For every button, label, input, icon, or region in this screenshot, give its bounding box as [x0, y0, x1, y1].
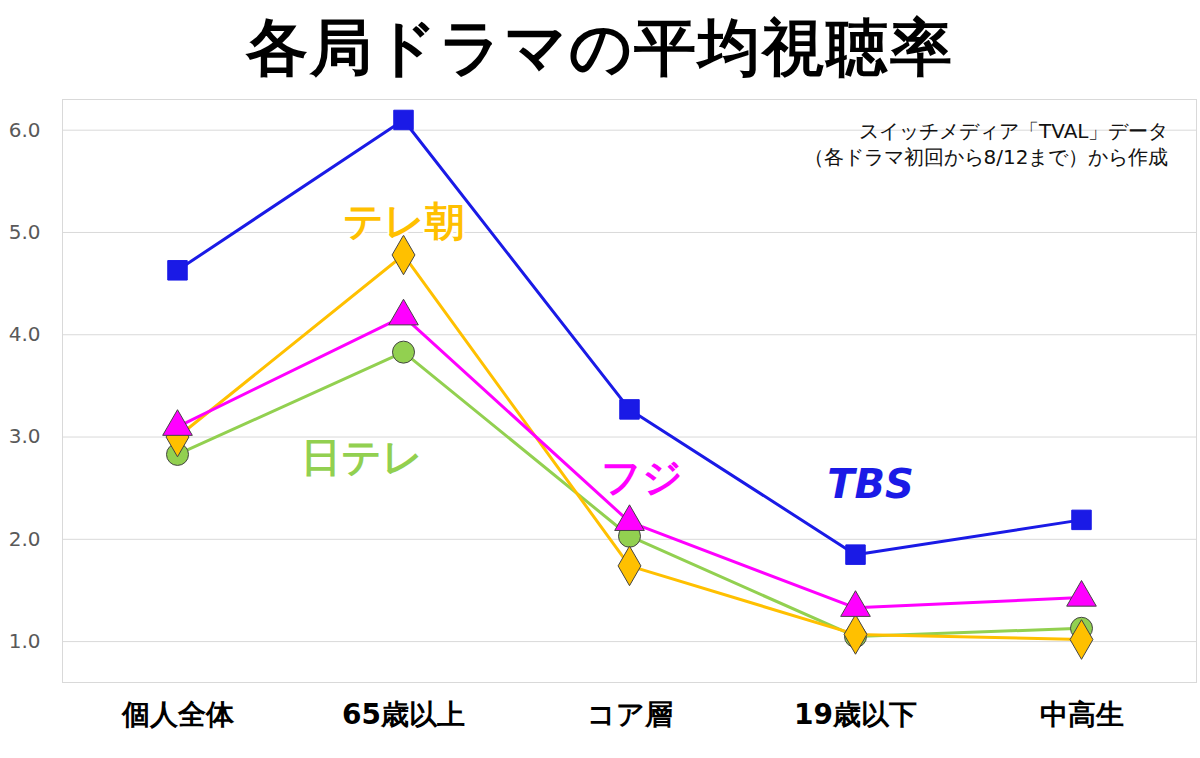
svg-text:個人全体: 個人全体 — [121, 698, 235, 731]
svg-text:フジ: フジ — [601, 454, 683, 500]
svg-text:1.0: 1.0 — [9, 629, 41, 653]
svg-text:TBS: TBS — [827, 461, 914, 507]
svg-text:5.0: 5.0 — [9, 220, 41, 244]
svg-text:2.0: 2.0 — [9, 527, 41, 551]
svg-text:4.0: 4.0 — [9, 322, 41, 346]
svg-text:コア層: コア層 — [587, 698, 673, 731]
svg-text:3.0: 3.0 — [9, 424, 41, 448]
svg-text:19歳以下: 19歳以下 — [794, 698, 917, 731]
svg-text:テレ朝: テレ朝 — [343, 198, 465, 244]
svg-text:日テレ: 日テレ — [301, 434, 423, 480]
html-text:各局ドラマの平均視聴率: 各局ドラマの平均視聴率 — [246, 11, 954, 84]
svg-text:スイッチメディア「TVAL」データ（各ドラマ初回から8/12: スイッチメディア「TVAL」データ（各ドラマ初回から8/12まで）から作成 — [804, 119, 1169, 169]
svg-text:6.0: 6.0 — [9, 118, 41, 142]
svg-text:65歳以上: 65歳以上 — [342, 698, 465, 731]
svg-text:中高生: 中高生 — [1040, 698, 1124, 731]
